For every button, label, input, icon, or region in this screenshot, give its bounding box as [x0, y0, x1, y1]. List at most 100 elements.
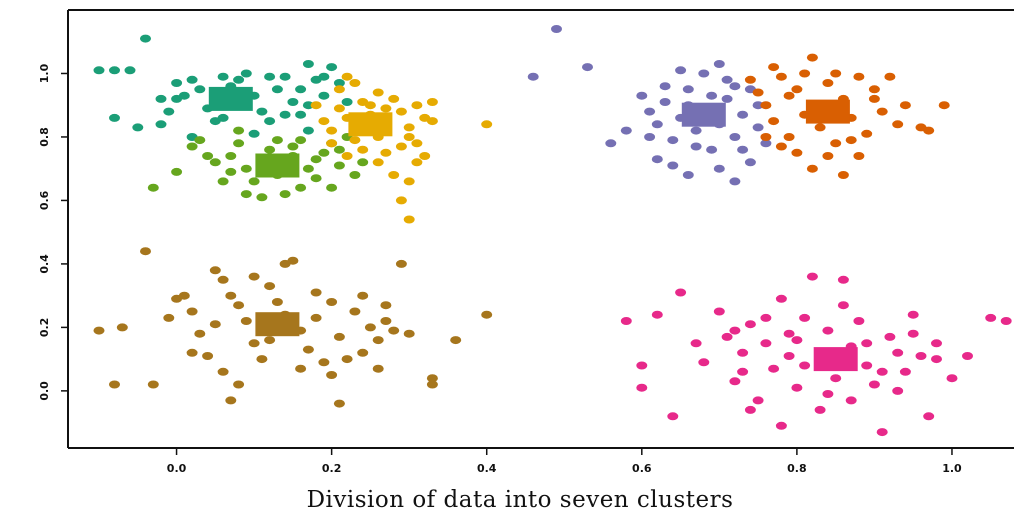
data-point: [209, 320, 221, 329]
data-point: [636, 383, 648, 392]
data-point: [752, 123, 764, 132]
cluster-centroid-marker: [348, 112, 393, 137]
data-point: [194, 85, 206, 94]
data-point: [295, 364, 307, 373]
data-point: [426, 380, 438, 389]
data-point: [372, 158, 384, 167]
data-point: [744, 75, 756, 84]
data-point: [737, 110, 749, 119]
data-point: [233, 139, 245, 148]
data-point: [388, 326, 400, 335]
data-point: [744, 405, 756, 414]
data-point: [698, 69, 710, 78]
data-point: [651, 310, 663, 319]
data-point: [186, 75, 198, 84]
data-point: [93, 66, 105, 75]
data-point: [644, 133, 656, 141]
data-point: [752, 88, 764, 97]
cluster-centroid-marker: [208, 86, 253, 111]
data-point: [233, 301, 245, 310]
data-point: [326, 139, 338, 148]
data-point: [760, 313, 772, 322]
cluster-centroid-marker: [681, 102, 726, 127]
data-point: [302, 60, 314, 68]
data-point: [403, 177, 415, 186]
data-point: [806, 53, 818, 62]
data-point: [248, 339, 260, 348]
data-point: [411, 101, 423, 110]
data-point: [217, 177, 229, 186]
data-point: [775, 421, 787, 430]
data-point: [116, 323, 128, 332]
data-point: [271, 298, 283, 306]
data-point: [349, 171, 361, 179]
x-tick-label: 0.8: [787, 462, 807, 475]
data-point: [171, 167, 183, 176]
data-point: [225, 396, 237, 405]
data-point: [225, 291, 237, 300]
y-tick-label: 1.0: [38, 63, 51, 83]
data-point: [240, 190, 252, 199]
data-point: [318, 117, 330, 126]
data-point: [907, 310, 919, 319]
x-tick-label: 0.0: [167, 462, 187, 475]
data-point: [752, 396, 764, 405]
y-tick-label: 0.4: [38, 254, 51, 274]
ticks-layer: 0.0 0.2 0.4 0.6 0.8 1.0 0.0 0.2 0.4 0.6 0.8 1.0: [38, 63, 962, 475]
data-point: [620, 126, 632, 135]
data-point: [845, 136, 857, 145]
data-point: [403, 329, 415, 338]
data-point: [706, 145, 718, 154]
data-point: [202, 152, 214, 160]
data-point: [876, 428, 888, 437]
data-point: [713, 164, 725, 173]
data-point: [147, 380, 159, 389]
data-point: [364, 323, 376, 332]
data-point: [372, 336, 384, 345]
data-point: [248, 177, 260, 186]
data-point: [302, 345, 314, 354]
data-point: [760, 139, 772, 148]
cluster-centroid-marker: [813, 347, 858, 372]
data-point: [729, 177, 741, 186]
data-point: [659, 82, 671, 91]
data-point: [481, 120, 493, 129]
data-point: [682, 171, 694, 179]
data-point: [698, 358, 710, 367]
data-point: [233, 380, 245, 389]
x-tick-label: 1.0: [942, 462, 962, 475]
data-point: [178, 91, 190, 100]
data-point: [217, 275, 229, 284]
data-point: [310, 313, 322, 322]
data-point: [884, 72, 896, 81]
data-point: [256, 355, 268, 364]
data-point: [861, 339, 873, 348]
axes-layer: [67, 9, 1014, 449]
data-point: [853, 152, 865, 160]
data-point: [775, 72, 787, 81]
data-point: [822, 79, 834, 87]
data-point: [923, 412, 935, 421]
data-point: [527, 72, 539, 81]
x-tick-label: 0.6: [632, 462, 652, 475]
data-point: [830, 69, 842, 78]
data-point: [744, 158, 756, 167]
data-point: [837, 171, 849, 179]
data-point: [333, 145, 345, 154]
data-point: [225, 167, 237, 176]
data-point: [333, 332, 345, 341]
data-point: [240, 69, 252, 78]
data-point: [868, 94, 880, 103]
data-point: [318, 72, 330, 81]
data-point: [644, 107, 656, 116]
data-point: [310, 174, 322, 183]
data-point: [318, 91, 330, 100]
data-point: [186, 142, 198, 151]
data-point: [178, 291, 190, 300]
data-point: [279, 110, 291, 119]
data-point: [140, 34, 151, 43]
data-point: [295, 136, 307, 145]
data-point: [318, 358, 330, 367]
data-point: [868, 85, 880, 94]
data-point: [667, 412, 679, 421]
